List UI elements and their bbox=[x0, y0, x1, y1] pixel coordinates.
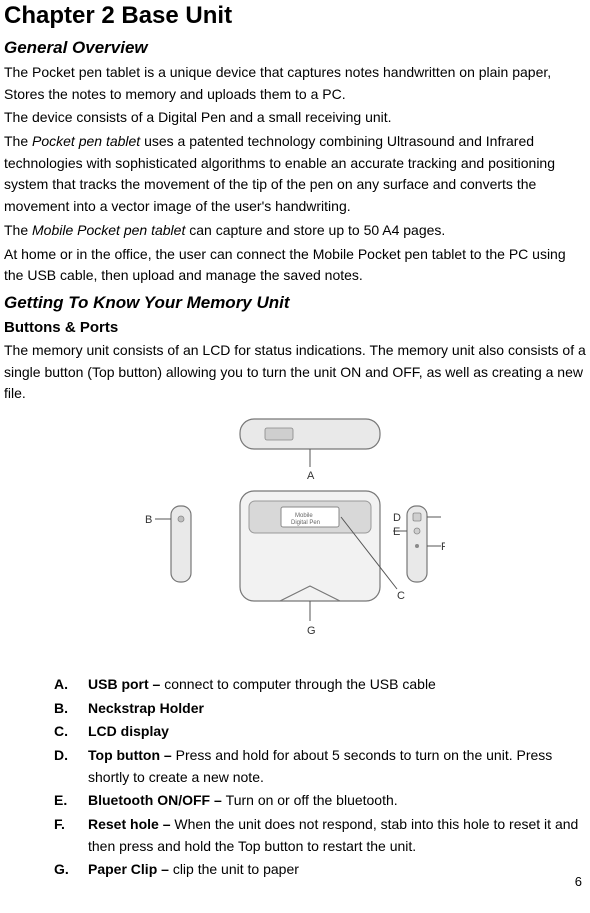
feature-lead: Bluetooth ON/OFF – bbox=[88, 792, 226, 808]
diagram-label-b: B bbox=[145, 514, 152, 526]
feature-lead: Paper Clip – bbox=[88, 861, 173, 877]
diagram-caption-line1: Mobile bbox=[295, 513, 313, 519]
diagram-label-a: A bbox=[307, 470, 315, 482]
feature-item-g: G. Paper Clip – clip the unit to paper bbox=[54, 859, 586, 881]
overview-paragraph-3: The Pocket pen tablet uses a patented te… bbox=[4, 131, 586, 218]
feature-letter: A. bbox=[54, 674, 88, 696]
feature-lead: Reset hole – bbox=[88, 816, 174, 832]
overview-paragraph-4: The Mobile Pocket pen tablet can capture… bbox=[4, 220, 586, 242]
text-fragment: can capture and store up to 50 A4 pages. bbox=[185, 222, 445, 238]
feature-item-d: D. Top button – Press and hold for about… bbox=[54, 745, 586, 788]
feature-rest: Turn on or off the bluetooth. bbox=[226, 792, 398, 808]
section-heading-memory-unit: Getting To Know Your Memory Unit bbox=[4, 293, 586, 313]
emphasis: Pocket pen tablet bbox=[32, 133, 140, 149]
text-fragment: The bbox=[4, 133, 32, 149]
feature-letter: F. bbox=[54, 814, 88, 857]
overview-paragraph-1: The Pocket pen tablet is a unique device… bbox=[4, 62, 586, 105]
device-diagram-svg: A B Mobile Digital Pen G C D bbox=[145, 411, 445, 666]
feature-rest: clip the unit to paper bbox=[173, 861, 299, 877]
overview-paragraph-2: The device consists of a Digital Pen and… bbox=[4, 107, 586, 129]
feature-letter: E. bbox=[54, 790, 88, 812]
diagram-label-g: G bbox=[307, 625, 316, 637]
feature-letter: G. bbox=[54, 859, 88, 881]
diagram-label-f: F bbox=[441, 541, 445, 553]
feature-text: LCD display bbox=[88, 721, 169, 743]
feature-lead: USB port – bbox=[88, 676, 164, 692]
feature-item-e: E. Bluetooth ON/OFF – Turn on or off the… bbox=[54, 790, 586, 812]
document-page: Chapter 2 Base Unit General Overview The… bbox=[0, 0, 590, 893]
section-heading-overview: General Overview bbox=[4, 38, 586, 58]
feature-item-a: A. USB port – connect to computer throug… bbox=[54, 674, 586, 696]
text-fragment: The bbox=[4, 222, 32, 238]
page-number: 6 bbox=[575, 874, 582, 889]
feature-text: Top button – Press and hold for about 5 … bbox=[88, 745, 586, 788]
subheading-buttons-ports: Buttons & Ports bbox=[4, 319, 586, 336]
feature-text: Paper Clip – clip the unit to paper bbox=[88, 859, 299, 881]
feature-rest: connect to computer through the USB cabl… bbox=[164, 676, 436, 692]
overview-paragraph-5: At home or in the office, the user can c… bbox=[4, 244, 586, 287]
feature-text: Bluetooth ON/OFF – Turn on or off the bl… bbox=[88, 790, 398, 812]
feature-lead: Top button – bbox=[88, 747, 176, 763]
feature-text: Reset hole – When the unit does not resp… bbox=[88, 814, 586, 857]
diagram-caption-line2: Digital Pen bbox=[291, 520, 320, 526]
diagram-label-e: E bbox=[393, 526, 400, 538]
feature-text: USB port – connect to computer through t… bbox=[88, 674, 436, 696]
feature-text: Neckstrap Holder bbox=[88, 698, 204, 720]
feature-item-b: B. Neckstrap Holder bbox=[54, 698, 586, 720]
feature-lead: Neckstrap Holder bbox=[88, 700, 204, 716]
diagram-label-d: D bbox=[393, 512, 401, 524]
feature-letter: D. bbox=[54, 745, 88, 788]
diagram-label-c: C bbox=[397, 590, 405, 602]
chapter-title: Chapter 2 Base Unit bbox=[4, 2, 586, 30]
feature-lead: LCD display bbox=[88, 723, 169, 739]
feature-letter: B. bbox=[54, 698, 88, 720]
emphasis: Mobile Pocket pen tablet bbox=[32, 222, 185, 238]
feature-item-c: C. LCD display bbox=[54, 721, 586, 743]
device-diagram: A B Mobile Digital Pen G C D bbox=[4, 411, 586, 666]
feature-item-f: F. Reset hole – When the unit does not r… bbox=[54, 814, 586, 857]
feature-list: A. USB port – connect to computer throug… bbox=[54, 674, 586, 881]
memory-unit-intro: The memory unit consists of an LCD for s… bbox=[4, 340, 586, 405]
feature-letter: C. bbox=[54, 721, 88, 743]
